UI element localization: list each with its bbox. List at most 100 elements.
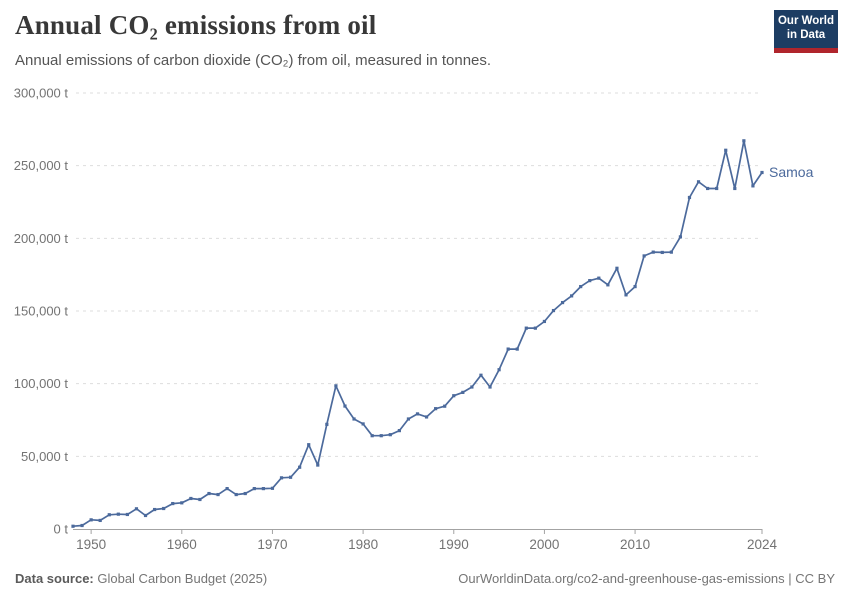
data-point-marker[interactable] [334, 384, 338, 388]
data-point-marker[interactable] [316, 463, 320, 467]
data-point-marker[interactable] [143, 513, 148, 518]
data-point-marker[interactable] [406, 417, 411, 421]
data-point-marker[interactable] [307, 443, 311, 447]
data-point-marker[interactable] [189, 496, 193, 501]
data-point-marker[interactable] [171, 501, 175, 506]
data-point-marker[interactable] [379, 434, 383, 438]
data-point-marker[interactable] [606, 283, 610, 287]
data-point-marker[interactable] [461, 390, 465, 394]
series-line-samoa[interactable] [72, 139, 763, 528]
data-point-marker[interactable] [706, 186, 710, 191]
data-point-marker[interactable] [370, 434, 374, 438]
data-point-marker[interactable] [479, 373, 483, 377]
y-tick-label: 150,000 t [14, 304, 69, 319]
data-point-marker[interactable] [270, 486, 275, 490]
data-point-marker[interactable] [597, 276, 601, 280]
data-point-marker[interactable] [515, 347, 519, 351]
data-point-marker[interactable] [134, 507, 139, 511]
data-point-marker[interactable] [687, 195, 692, 200]
data-point-marker[interactable] [98, 518, 102, 523]
data-point-marker[interactable] [633, 284, 637, 289]
data-point-marker[interactable] [669, 250, 673, 254]
data-point-marker[interactable] [579, 284, 583, 289]
data-point-marker[interactable] [751, 184, 755, 188]
x-tick-label: 2010 [620, 537, 650, 552]
data-source-label: Data source: [15, 571, 94, 586]
data-point-marker[interactable] [243, 491, 247, 496]
data-point-marker[interactable] [288, 475, 293, 479]
data-point-marker[interactable] [397, 429, 401, 433]
data-point-marker[interactable] [542, 319, 547, 324]
data-point-marker[interactable] [443, 404, 447, 408]
data-point-marker[interactable] [588, 279, 592, 283]
data-point-marker[interactable] [216, 492, 220, 497]
data-point-marker[interactable] [252, 486, 256, 491]
data-point-marker[interactable] [642, 254, 646, 258]
data-point-marker[interactable] [470, 385, 474, 389]
owid-logo[interactable]: Our World in Data [774, 10, 838, 53]
data-point-marker[interactable] [715, 186, 719, 191]
series-end-label-samoa[interactable]: Samoa [769, 164, 814, 180]
data-point-marker[interactable] [452, 394, 456, 398]
y-tick-label: 50,000 t [21, 449, 68, 464]
data-point-marker[interactable] [733, 186, 737, 191]
x-tick-label: 2000 [529, 537, 559, 552]
data-point-marker[interactable] [198, 497, 202, 502]
data-point-marker[interactable] [180, 501, 184, 505]
data-point-marker[interactable] [343, 404, 347, 408]
data-point-marker[interactable] [125, 512, 129, 517]
data-point-marker[interactable] [388, 433, 392, 437]
owid-logo-line2: in Data [786, 29, 826, 41]
x-tick-label: 1960 [167, 537, 197, 552]
x-tick-label: 1950 [76, 537, 106, 552]
data-point-marker[interactable] [89, 518, 93, 522]
data-point-marker[interactable] [488, 385, 492, 389]
data-point-marker[interactable] [424, 415, 429, 419]
chart-footer: Data source: Global Carbon Budget (2025)… [15, 570, 835, 586]
data-point-marker[interactable] [506, 347, 510, 351]
data-point-marker[interactable] [434, 407, 438, 411]
data-point-marker[interactable] [162, 506, 166, 511]
data-point-marker[interactable] [415, 412, 420, 416]
owid-logo-line1: Our World [777, 15, 834, 28]
chart-title: Annual CO₂ emissions from oil [15, 10, 377, 40]
data-point-marker[interactable] [352, 417, 356, 421]
data-point-marker[interactable] [651, 250, 655, 254]
data-point-marker[interactable] [116, 512, 120, 516]
data-point-marker[interactable] [80, 523, 84, 528]
data-point-marker[interactable] [107, 513, 111, 517]
data-point-marker[interactable] [524, 326, 528, 330]
data-point-marker[interactable] [279, 476, 284, 480]
data-point-marker[interactable] [225, 486, 229, 491]
data-point-marker[interactable] [152, 507, 157, 512]
data-point-marker[interactable] [560, 300, 565, 305]
data-point-marker[interactable] [742, 139, 746, 143]
data-point-marker[interactable] [678, 235, 683, 239]
data-point-marker[interactable] [551, 308, 556, 313]
data-point-marker[interactable] [325, 422, 329, 426]
data-point-marker[interactable] [533, 326, 537, 330]
data-point-marker[interactable] [207, 491, 211, 496]
data-point-marker[interactable] [361, 422, 365, 426]
data-point-marker[interactable] [497, 368, 501, 372]
y-tick-label: 300,000 t [14, 86, 69, 101]
data-point-marker[interactable] [615, 266, 619, 270]
data-point-marker[interactable] [724, 148, 728, 152]
x-tick-label: 1970 [257, 537, 287, 552]
license-link[interactable]: OurWorldinData.org/co2-and-greenhouse-ga… [458, 571, 835, 586]
data-point-marker[interactable] [570, 294, 574, 298]
data-point-marker[interactable] [696, 180, 701, 184]
data-point-marker[interactable] [624, 293, 628, 297]
data-point-marker[interactable] [660, 250, 664, 255]
data-point-marker[interactable] [234, 492, 238, 497]
x-tick-label: 1990 [439, 537, 469, 552]
y-tick-label: 250,000 t [14, 158, 69, 173]
x-tick-label: 2024 [747, 537, 778, 552]
chart-subtitle: Annual emissions of carbon dioxide (CO₂)… [15, 52, 492, 69]
data-point-marker[interactable] [760, 170, 764, 175]
data-source-value: Global Carbon Budget (2025) [93, 571, 268, 586]
data-point-marker[interactable] [298, 465, 302, 469]
data-point-marker[interactable] [71, 524, 75, 528]
data-point-marker[interactable] [261, 486, 265, 491]
